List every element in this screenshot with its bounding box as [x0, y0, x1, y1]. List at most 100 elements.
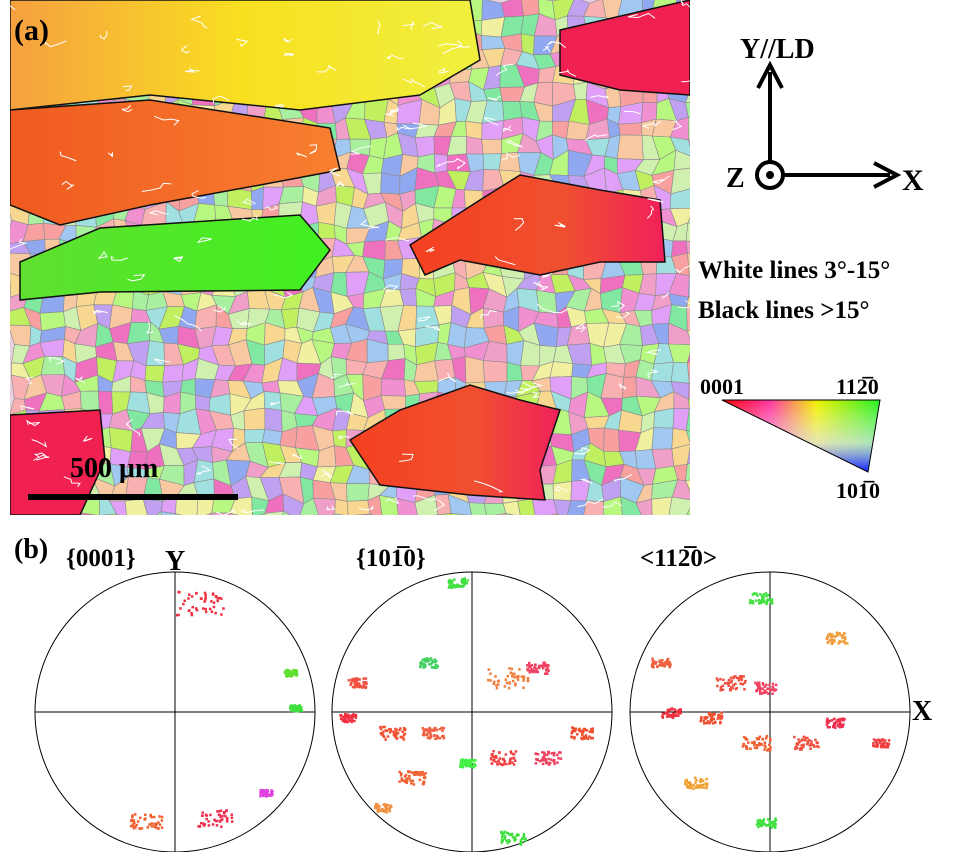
pole-point: [429, 735, 433, 739]
pole-point: [421, 658, 424, 662]
subgrain-boundary: [579, 478, 593, 484]
pole-point: [668, 665, 671, 669]
pole-point: [884, 739, 887, 742]
pole-point: [432, 666, 436, 669]
pole-point: [774, 823, 777, 826]
subgrain-boundary: [402, 20, 415, 31]
pole-point: [841, 725, 844, 728]
pole-x-label: X: [912, 696, 932, 727]
grain: [414, 136, 435, 158]
pole-point: [826, 717, 829, 721]
subgrain-boundary: [546, 40, 566, 49]
pole-point: [435, 666, 439, 669]
subgrain-boundary: [283, 53, 295, 57]
grain: [395, 497, 418, 515]
pole-point: [814, 738, 817, 742]
subgrain-boundary: [26, 419, 40, 427]
subgrain-boundary: [624, 111, 641, 115]
pole-point: [765, 594, 768, 598]
pole-point: [509, 757, 513, 760]
pole-point: [728, 688, 732, 691]
pole-point: [770, 599, 774, 602]
pole-point: [758, 687, 761, 690]
pole-point: [153, 825, 156, 828]
pole-point: [502, 832, 505, 835]
pole-point: [684, 780, 687, 783]
subgrain-boundary: [358, 505, 374, 511]
pole-point: [512, 757, 516, 760]
pole-point: [686, 781, 690, 784]
pole-point: [453, 586, 456, 589]
grain: [620, 516, 642, 538]
pole-point: [450, 586, 453, 589]
pole-point: [543, 753, 546, 756]
pole-point: [590, 728, 593, 731]
pole-point: [755, 592, 758, 595]
grain: [243, 407, 266, 431]
pole-point: [577, 728, 581, 731]
pole-point: [298, 705, 301, 708]
pole-point: [350, 678, 353, 681]
pole-point: [190, 595, 194, 598]
pole-point: [833, 723, 837, 726]
pole-point: [357, 682, 361, 685]
subgrain-boundary: [487, 95, 502, 102]
subgrain-boundary: [213, 305, 226, 313]
grain: [637, 516, 657, 531]
pole-point: [544, 672, 547, 675]
pole-point: [422, 663, 426, 667]
pole-point: [581, 733, 584, 737]
subgrain-boundary: [242, 198, 256, 205]
pole-point: [759, 822, 762, 825]
pole-point: [432, 729, 436, 732]
pole-point: [500, 763, 503, 766]
pole-point: [205, 817, 208, 821]
pole-point: [509, 750, 513, 753]
pole-point: [387, 807, 390, 811]
pole-point: [582, 735, 586, 739]
pole-point: [346, 720, 350, 724]
pole-point: [270, 792, 273, 795]
pole-point: [887, 739, 891, 742]
pole-point: [675, 714, 678, 717]
pole-point: [129, 824, 133, 828]
pole-point: [362, 681, 365, 684]
pole-point: [461, 765, 465, 769]
pole-point: [751, 593, 755, 596]
pole-point: [522, 677, 526, 680]
subgrain-boundary: [584, 134, 608, 142]
pole-point: [359, 685, 363, 688]
pole-point: [265, 795, 268, 798]
pole-point: [720, 714, 724, 718]
pole-point: [766, 824, 769, 827]
subgrain-boundary: [228, 438, 239, 450]
grain: [298, 520, 320, 536]
pole-point: [217, 810, 220, 813]
subgrain-boundary: [611, 301, 626, 311]
pole-point: [800, 739, 803, 742]
subgrain-boundary: [602, 501, 623, 509]
pole-point: [364, 681, 368, 684]
subgrain-boundary: [181, 45, 190, 54]
pole-point: [715, 677, 719, 680]
pole-point: [467, 764, 470, 767]
pole-point: [796, 746, 799, 750]
grain: [450, 513, 469, 515]
subgrain-boundary: [273, 291, 294, 299]
pole-point: [550, 752, 554, 755]
subgrain-boundary: [197, 237, 212, 243]
pole-point: [547, 757, 550, 761]
grain: [466, 136, 484, 155]
pole-point: [490, 758, 493, 761]
grain: [688, 139, 690, 148]
grain: [685, 240, 690, 254]
pole-point: [212, 605, 216, 609]
pole-point: [717, 714, 720, 718]
pole-point: [207, 824, 211, 827]
pole-point: [487, 668, 491, 671]
pole-point: [155, 822, 158, 826]
pole-point: [769, 746, 772, 749]
subgrain-boundary: [536, 303, 571, 314]
pole-point: [585, 729, 589, 732]
